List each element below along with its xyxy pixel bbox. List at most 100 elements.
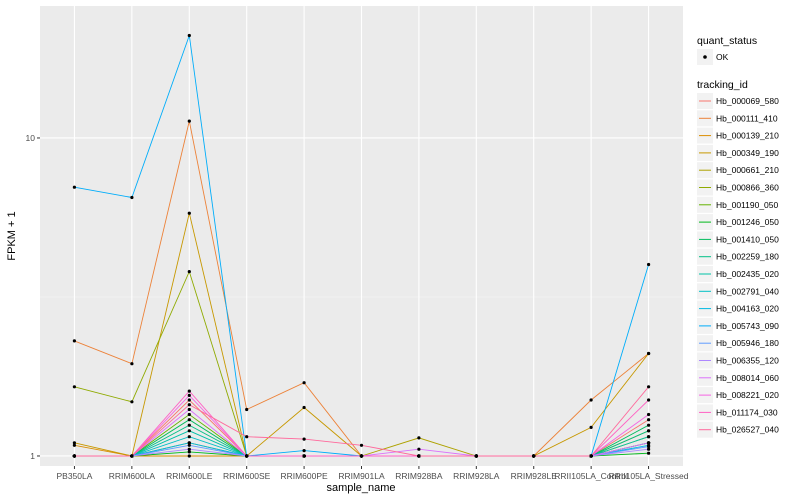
data-point-hb-011174-030-rrim901la <box>359 454 364 458</box>
legend-item-hb-026527-040: Hb_026527_040 <box>697 421 779 438</box>
data-point-hb-001246-050-rrii105la-stressed <box>647 451 651 455</box>
data-point-hb-000069-580-rrim600le <box>187 398 191 402</box>
data-point-hb-026527-040-pb350la <box>72 454 76 458</box>
legend-label-hb-001410-050: Hb_001410_050 <box>716 234 779 244</box>
legend-label-hb-006355-120: Hb_006355_120 <box>716 356 779 366</box>
data-point-hb-002435-020-rrim600le <box>187 429 191 433</box>
data-point-hb-005743-090-pb350la <box>72 185 76 189</box>
legend-item-hb-008221-020: Hb_008221_020 <box>697 387 779 404</box>
legend-item-hb-001190-050: Hb_001190_050 <box>697 196 779 213</box>
x-tick-label-rrim901la: RRIM901LA <box>338 471 385 481</box>
data-point-hb-001410-050-rrim600le <box>187 418 191 422</box>
data-point-hb-000866-360-rrim600la <box>130 400 134 404</box>
legend-key-ok-point <box>703 55 707 59</box>
data-point-hb-000069-580-rrii105la-stressed <box>647 418 651 422</box>
legend-item-hb-004163-020: Hb_004163_020 <box>697 300 779 317</box>
x-tick-label-rrim928la: RRIM928LA <box>453 471 500 481</box>
data-point-hb-000349-190-rrim600le <box>187 211 191 215</box>
legend-item-hb-002791-040: Hb_002791_040 <box>697 283 779 300</box>
x-tick-label-rrim600pe: RRIM600PE <box>280 471 328 481</box>
data-point-hb-008221-020-rrii105la-stressed <box>647 412 651 417</box>
data-point-hb-000111-410-pb350la <box>72 339 76 343</box>
data-point-hb-000111-410-rrim600la <box>130 362 134 366</box>
legend-item-hb-002259-180: Hb_002259_180 <box>697 248 779 265</box>
data-point-hb-026527-040-rrim600la <box>130 454 134 458</box>
data-point-hb-000349-190-rrii105la-control <box>589 425 593 429</box>
legend-label-hb-000661-210: Hb_000661_210 <box>716 165 779 175</box>
legend-label-hb-000866-360: Hb_000866_360 <box>716 183 779 193</box>
data-point-hb-000349-190-rrii105la-stressed <box>647 351 651 356</box>
data-point-hb-008014-060-rrim928ba <box>417 447 421 451</box>
x-axis-title: sample_name <box>326 482 395 494</box>
legend-item-hb-000866-360: Hb_000866_360 <box>697 179 779 196</box>
legend-item-hb-000069-580: Hb_000069_580 <box>697 93 779 109</box>
data-point-hb-006355-120-rrii105la-stressed <box>647 447 651 451</box>
data-point-hb-000111-410-rrim600pe <box>302 381 306 385</box>
legend-item-hb-005946-180: Hb_005946_180 <box>697 335 779 352</box>
legend-label-hb-001246-050: Hb_001246_050 <box>716 217 779 227</box>
data-point-hb-011174-030-rrim600le <box>187 389 191 393</box>
data-point-hb-002791-040-rrim600le <box>187 435 191 439</box>
data-point-hb-004163-020-rrim600le <box>187 441 191 445</box>
legend-label-hb-002791-040: Hb_002791_040 <box>716 286 779 296</box>
data-point-hb-008221-020-rrim600le <box>187 393 191 397</box>
legend-label-hb-008014-060: Hb_008014_060 <box>716 373 779 383</box>
data-point-hb-002435-020-rrii105la-stressed <box>647 435 651 439</box>
data-point-hb-011174-030-rrim600se <box>245 454 249 458</box>
data-point-hb-026527-040-rrii105la-control <box>589 454 593 458</box>
x-axis: PB350LA RRIM600LA RRIM600LE RRIM600SE RRIM60… <box>56 466 689 481</box>
data-point-hb-026527-040-rrim928le <box>532 454 536 458</box>
legend-entries-tracking-id: Hb_000069_580 Hb_000111_410 Hb_000139_210 H… <box>697 93 779 438</box>
legend-label-hb-000111-410: Hb_000111_410 <box>716 113 778 123</box>
data-point-hb-006355-120-rrim600le <box>187 447 191 451</box>
data-points <box>72 33 651 458</box>
data-point-hb-026527-040-rrim928la <box>474 454 478 458</box>
x-tick-label-rrii105la-stressed: RRII105LA_Stressed <box>609 471 689 481</box>
legend-label-hb-008221-020: Hb_008221_020 <box>716 390 779 400</box>
legend-item-hb-011174-030: Hb_011174_030 <box>697 404 778 421</box>
data-point-hb-005743-090-rrim600le <box>187 33 191 38</box>
legend-label-hb-002435-020: Hb_002435_020 <box>716 269 779 279</box>
data-point-hb-000349-190-pb350la <box>72 441 76 445</box>
legend-label-hb-011174-030: Hb_011174_030 <box>716 407 778 417</box>
data-point-hb-011174-030-rrii105la-stressed <box>647 398 651 402</box>
legend-item-hb-001246-050: Hb_001246_050 <box>697 214 779 231</box>
data-point-hb-000139-210-pb350la <box>72 443 76 447</box>
legend-label-ok: OK <box>716 52 729 62</box>
legend: quant_status OK tracking_id Hb_000069_58… <box>697 35 779 438</box>
data-point-hb-001246-050-rrim600le <box>187 450 191 454</box>
data-point-hb-000111-410-rrim600se <box>245 407 249 412</box>
legend-label-hb-002259-180: Hb_002259_180 <box>716 252 779 262</box>
data-point-hb-000111-410-rrim600le <box>187 119 191 123</box>
data-point-hb-005946-180-rrim600le <box>187 443 191 447</box>
data-point-hb-000866-360-pb350la <box>72 385 76 389</box>
data-point-hb-000349-190-rrim600pe <box>302 405 306 410</box>
data-point-hb-000139-210-rrim600le <box>187 454 191 458</box>
x-tick-label-rrim928ba: RRIM928BA <box>395 471 443 481</box>
data-point-hb-026527-040-rrim600pe <box>302 437 306 441</box>
data-point-hb-000111-410-rrii105la-control <box>589 398 593 402</box>
data-point-hb-026527-040-rrim600le <box>187 403 191 407</box>
data-point-hb-005743-090-rrii105la-stressed <box>647 262 651 267</box>
data-point-hb-001190-050-rrim600le <box>187 412 191 417</box>
legend-label-hb-000139-210: Hb_000139_210 <box>716 131 779 141</box>
legend-item-hb-006355-120: Hb_006355_120 <box>697 352 779 369</box>
legend-item-hb-005743-090: Hb_005743_090 <box>697 317 779 334</box>
legend-key-ok: OK <box>697 49 729 65</box>
data-point-hb-026527-040-rrim928ba <box>417 454 421 458</box>
legend-label-hb-000349-190: Hb_000349_190 <box>716 148 779 158</box>
legend-label-hb-026527-040: Hb_026527_040 <box>716 425 779 435</box>
data-point-hb-002259-180-rrii105la-stressed <box>647 429 651 433</box>
legend-item-hb-008014-060: Hb_008014_060 <box>697 369 779 386</box>
legend-item-hb-000661-210: Hb_000661_210 <box>697 162 779 179</box>
legend-title-quant-status: quant_status <box>697 35 757 47</box>
legend-item-hb-000349-190: Hb_000349_190 <box>697 144 779 161</box>
grid-lines <box>40 6 683 466</box>
y-axis-title: FPKM + 1 <box>6 211 18 260</box>
data-point-hb-000661-210-rrim928ba <box>417 436 421 440</box>
legend-label-hb-005946-180: Hb_005946_180 <box>716 338 779 348</box>
x-tick-label-rrim600le: RRIM600LE <box>166 471 213 481</box>
legend-label-hb-000069-580: Hb_000069_580 <box>716 96 779 106</box>
data-point-hb-011174-030-rrim600pe <box>302 454 306 458</box>
